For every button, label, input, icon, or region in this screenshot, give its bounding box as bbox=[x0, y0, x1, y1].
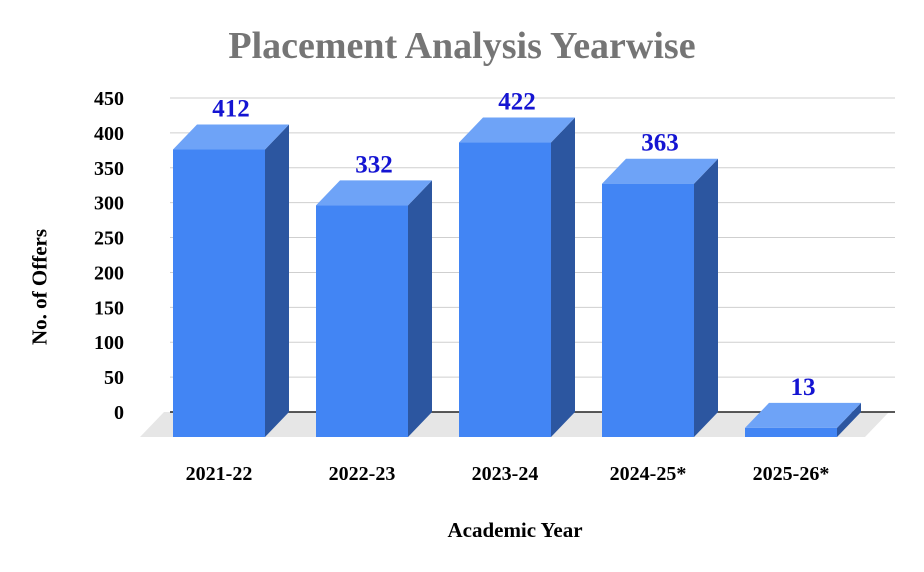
bar bbox=[745, 427, 837, 437]
bar-top bbox=[173, 124, 289, 150]
bar-side bbox=[694, 158, 718, 437]
chart-title: Placement Analysis Yearwise bbox=[228, 25, 696, 67]
x-tick-label: 2023-24 bbox=[472, 463, 539, 485]
y-tick-label: 350 bbox=[94, 158, 124, 180]
bar bbox=[602, 183, 694, 437]
data-label: 363 bbox=[641, 130, 679, 157]
y-tick-label: 100 bbox=[94, 332, 124, 354]
bar-side bbox=[837, 402, 861, 437]
y-tick-label: 200 bbox=[94, 262, 124, 284]
y-tick-label: 250 bbox=[94, 228, 124, 250]
x-tick-label: 2022-23 bbox=[329, 463, 396, 485]
x-tick-label: 2025-26* bbox=[753, 463, 830, 485]
y-tick-label: 300 bbox=[94, 193, 124, 215]
bar-top bbox=[745, 402, 861, 428]
x-tick-label: 2021-22 bbox=[186, 463, 253, 485]
bar-top bbox=[459, 117, 575, 143]
bar bbox=[316, 205, 408, 437]
data-label: 332 bbox=[355, 151, 393, 178]
bar bbox=[459, 142, 551, 437]
bar-side bbox=[408, 180, 432, 438]
x-tick-label: 2024-25* bbox=[610, 463, 687, 485]
x-axis-label: Academic Year bbox=[447, 518, 583, 542]
bar-top bbox=[602, 158, 718, 184]
bar-side bbox=[551, 117, 575, 437]
bar-top bbox=[316, 180, 432, 206]
y-tick-label: 0 bbox=[114, 402, 124, 424]
bar bbox=[173, 149, 265, 437]
data-label: 422 bbox=[498, 89, 536, 116]
data-label: 412 bbox=[212, 96, 250, 123]
y-tick-label: 50 bbox=[104, 367, 124, 389]
y-tick-label: 400 bbox=[94, 123, 124, 145]
data-label: 13 bbox=[791, 374, 816, 401]
bar-side bbox=[265, 124, 289, 437]
y-tick-label: 450 bbox=[94, 88, 124, 110]
y-tick-label: 150 bbox=[94, 297, 124, 319]
